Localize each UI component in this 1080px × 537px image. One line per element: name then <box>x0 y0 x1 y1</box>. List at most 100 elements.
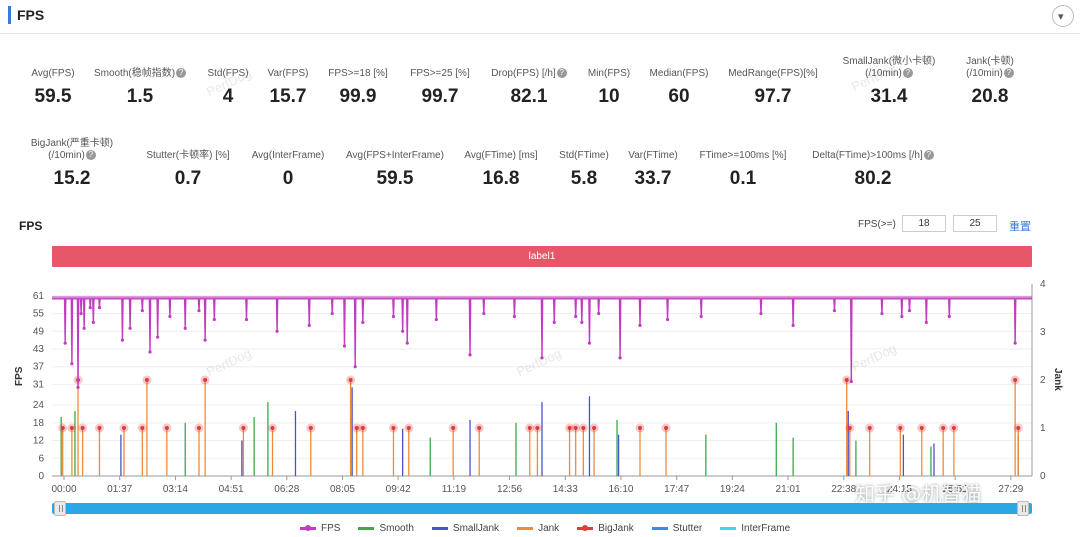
metric-metrics_row1-4: FPS>=18 [%] 99.9 <box>288 68 428 108</box>
reset-button[interactable]: 重置 <box>1009 221 1031 233</box>
y-tick-label: 61 <box>33 291 45 302</box>
bigjank-point <box>144 378 149 382</box>
bigjank-point <box>203 378 208 382</box>
metric-label: Delta(FTime)>100ms [/h]? <box>803 150 943 162</box>
help-icon[interactable]: ? <box>923 150 934 161</box>
y-tick-label: 12 <box>33 436 45 447</box>
metric-metrics_row1-2: Std(FPS) 4 <box>158 68 298 108</box>
legend-item-interframe[interactable]: InterFrame <box>720 521 790 535</box>
metric-value: 31.4 <box>870 86 908 107</box>
x-tick-label: 27:29 <box>998 484 1023 495</box>
fps-dip-point <box>342 344 347 348</box>
legend-swatch <box>358 526 375 530</box>
metric-metrics_row1-1: Smooth(稳帧指数)? 1.5 <box>70 68 210 108</box>
metric-label-unit: (/10min)? <box>920 68 1060 80</box>
x-tick-label: 08:05 <box>330 484 355 495</box>
fps-dip-point <box>330 311 334 316</box>
fps-dip-point <box>361 320 365 324</box>
metric-label-unit: (/10min)? <box>819 68 959 80</box>
panel-header: FPS ▾ <box>0 0 1080 34</box>
fps-dip-point <box>791 323 795 327</box>
metric-metrics_row2-1: Stutter(卡顿率) [%] 0.7 <box>118 150 258 190</box>
metric-value: 33.7 <box>634 168 672 189</box>
fps-dip-point <box>128 326 132 330</box>
fps-dip-point <box>832 308 837 313</box>
fps-dip-point <box>183 326 187 330</box>
help-icon[interactable]: ? <box>176 68 187 79</box>
threshold-25-input[interactable] <box>953 215 997 232</box>
fps-dip-point <box>587 341 592 345</box>
metric-label: FPS>=25 [%] <box>410 68 470 79</box>
y-tick-label: 55 <box>33 309 45 320</box>
bigjank-point <box>451 426 456 430</box>
fps-dip-point <box>638 323 642 327</box>
metric-value: 0.7 <box>174 168 202 189</box>
metric-label: Var(FPS) <box>267 68 309 79</box>
chart-title: FPS <box>19 219 43 233</box>
metric-value: 99.9 <box>339 86 377 107</box>
legend-item-stutter[interactable]: Stutter <box>651 521 703 535</box>
range-start-handle[interactable] <box>54 501 66 516</box>
fps-series-line <box>52 298 1032 388</box>
fps-dip-point <box>849 379 853 384</box>
metric-label: Drop(FPS) [/h]? <box>459 68 599 80</box>
legend-label: BigJank <box>598 522 634 534</box>
bigjank-point <box>121 426 126 430</box>
bigjank-point <box>867 426 872 430</box>
metric-value: 4 <box>222 86 234 107</box>
x-tick-label: 06:28 <box>274 484 299 495</box>
threshold-18-input[interactable] <box>902 215 946 232</box>
help-icon[interactable]: ? <box>1003 68 1014 79</box>
metric-metrics_row2-4: Avg(FTime) [ms] 16.8 <box>431 150 571 190</box>
legend-label: SmallJank <box>452 522 500 534</box>
fps-dip-point <box>197 308 201 313</box>
x-tick-label: 16:10 <box>608 484 633 495</box>
collapse-button[interactable]: ▾ <box>1052 5 1074 27</box>
x-tick-label: 24:15 <box>887 484 912 495</box>
metric-label: Std(FPS) <box>207 68 249 79</box>
legend-item-smooth[interactable]: Smooth <box>358 521 414 535</box>
help-icon[interactable]: ? <box>85 150 96 161</box>
bigjank-point <box>60 426 65 430</box>
legend-item-fps[interactable]: FPS <box>300 521 340 535</box>
x-tick-label: 01:37 <box>107 484 132 495</box>
y-axis-label: FPS <box>14 366 25 386</box>
metric-metrics_row2-3: Avg(FPS+InterFrame) 59.5 <box>325 150 465 190</box>
fps-dip-point <box>1013 341 1017 345</box>
label-band-text: label1 <box>528 251 556 262</box>
bigjank-point <box>360 426 365 430</box>
legend-label: Stutter <box>672 522 703 534</box>
metric-label: FPS>=18 [%] <box>328 68 388 79</box>
metric-metrics_row1-0: Avg(FPS) 59.5 <box>0 68 123 108</box>
x-tick-label: 25:52 <box>943 484 968 495</box>
metric-metrics_row1-9: MedRange(FPS)[%] 97.7 <box>703 68 843 108</box>
x-tick-label: 09:42 <box>386 484 411 495</box>
legend-item-smalljank[interactable]: SmallJank <box>431 521 500 535</box>
fps-dip-point <box>148 350 152 354</box>
fps-dip-point <box>699 314 703 319</box>
legend-label: Smooth <box>379 522 414 534</box>
y-tick-label: 49 <box>33 326 45 337</box>
help-icon[interactable]: ? <box>902 68 913 79</box>
x-tick-label: 17:47 <box>664 484 689 495</box>
bigjank-point <box>80 426 85 430</box>
time-range-scrollbar[interactable] <box>52 503 1032 514</box>
bigjank-point <box>270 426 275 430</box>
legend-swatch <box>651 526 668 530</box>
range-end-handle[interactable] <box>1017 501 1029 516</box>
metric-label: Stutter(卡顿率) [%] <box>146 150 230 161</box>
fps-dip-point <box>76 385 80 389</box>
metric-metrics_row2-8: Delta(FTime)>100ms [/h]? 80.2 <box>803 150 943 190</box>
metric-value: 5.8 <box>570 168 598 189</box>
legend-item-jank[interactable]: Jank <box>517 521 559 535</box>
fps-dip-point <box>353 365 357 369</box>
bigjank-point <box>527 426 532 430</box>
label-band[interactable]: label1 <box>52 246 1032 267</box>
help-icon[interactable]: ? <box>556 68 567 79</box>
bigjank-point <box>951 426 956 430</box>
legend-item-bigjank[interactable]: BigJank <box>577 521 634 535</box>
bigjank-point <box>348 378 353 382</box>
fps-dip-point <box>540 356 544 360</box>
bigjank-point <box>664 426 669 430</box>
